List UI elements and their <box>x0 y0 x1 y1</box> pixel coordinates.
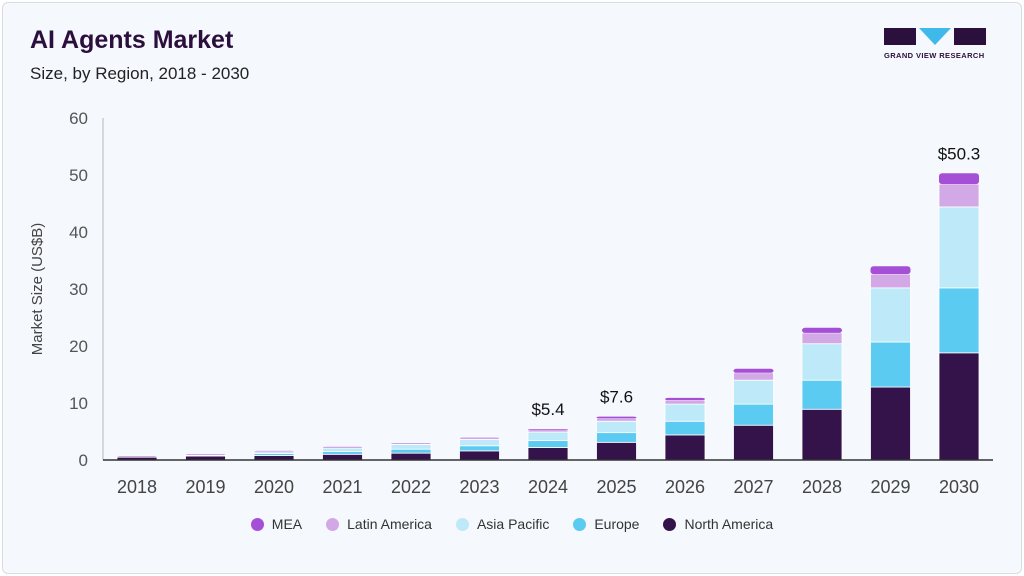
bar-segment-north-america <box>390 452 432 461</box>
legend-label: MEA <box>271 516 303 532</box>
bar-segment-europe <box>870 341 911 388</box>
legend-swatch <box>663 517 677 531</box>
y-tick-label: 0 <box>79 451 88 470</box>
x-tick-label: 2028 <box>802 477 842 497</box>
bar-segment-asia-pacific <box>390 444 432 450</box>
bar-segment-north-america <box>596 441 637 461</box>
bar-segment-north-america <box>801 408 843 461</box>
bar-segment-mea <box>391 443 431 444</box>
legend-label: Asia Pacific <box>476 516 550 532</box>
legend-label: North America <box>684 516 774 532</box>
bar-segment-mea <box>528 429 568 431</box>
x-tick-label: 2018 <box>117 477 157 497</box>
bar-segment-asia-pacific <box>664 403 706 422</box>
bar-segment-latin-america <box>527 429 569 433</box>
bar-segment-mea <box>665 397 705 401</box>
bar-segment-asia-pacific <box>870 287 911 343</box>
logo-text: GRAND VIEW RESEARCH <box>884 51 985 60</box>
legend-item: Europe <box>573 516 639 532</box>
bar-segment-mea <box>185 454 226 455</box>
legend-item: North America <box>663 516 773 532</box>
bar-segment-latin-america <box>459 437 500 440</box>
bar-segment-asia-pacific <box>527 431 569 442</box>
legend-item: MEA <box>250 516 303 532</box>
bar-segment-asia-pacific <box>596 420 637 434</box>
bar-segment-north-america <box>733 424 774 461</box>
bar-segment-europe <box>801 379 843 410</box>
x-tick-label: 2019 <box>185 477 225 497</box>
bar-segment-europe <box>527 440 569 448</box>
bar-segment-north-america <box>459 450 500 461</box>
chart-title: AI Agents Market <box>30 26 234 54</box>
bar-segment-europe <box>390 448 432 454</box>
x-tick-label: 2020 <box>254 477 294 497</box>
bar-segment-mea <box>459 437 500 439</box>
y-axis-label: Market Size (US$B) <box>29 223 46 356</box>
x-tick-label: 2024 <box>528 477 568 497</box>
y-tick-label: 30 <box>69 280 88 299</box>
bar-segment-north-america <box>938 352 980 461</box>
bar-segment-europe <box>733 403 774 426</box>
legend-item: Asia Pacific <box>455 516 550 532</box>
bar-segment-north-america <box>322 453 363 461</box>
x-tick-label: 2025 <box>596 477 636 497</box>
bar-segment-latin-america <box>322 447 363 449</box>
bar-segment-asia-pacific <box>938 206 980 289</box>
legend-swatch <box>326 517 340 531</box>
bar-segment-mea <box>322 446 363 448</box>
legend-item: Latin America <box>326 516 432 532</box>
y-tick-label: 40 <box>69 223 88 242</box>
grand-view-research-logo <box>884 28 986 45</box>
y-tick-label: 50 <box>69 166 88 185</box>
legend-label: Europe <box>594 516 640 532</box>
bar-segment-latin-america <box>801 332 843 345</box>
bar-segment-mea <box>802 327 842 333</box>
bar-segment-asia-pacific <box>459 439 500 447</box>
x-tick-label: 2022 <box>391 477 431 497</box>
bar-segment-north-america <box>870 386 911 461</box>
y-tick-label: 20 <box>69 337 88 356</box>
legend-swatch <box>573 517 587 531</box>
x-tick-label: 2023 <box>459 477 499 497</box>
bar-segment-mea <box>254 450 294 452</box>
bar-segment-asia-pacific <box>801 343 843 381</box>
bar-segment-asia-pacific <box>322 447 363 452</box>
x-tick-label: 2030 <box>939 477 979 497</box>
bar-segment-north-america <box>527 447 569 461</box>
bar-segment-latin-america <box>664 399 706 405</box>
legend-label: Latin America <box>347 516 432 532</box>
data-label: $5.4 <box>531 400 564 419</box>
x-tick-label: 2026 <box>665 477 705 497</box>
bar-segment-europe <box>322 451 363 455</box>
chart-subtitle: Size, by Region, 2018 - 2030 <box>30 64 250 83</box>
bar-segment-asia-pacific <box>733 379 774 405</box>
bar-segment-mea <box>870 266 911 275</box>
legend-swatch <box>250 517 264 531</box>
legend-swatch <box>455 517 469 531</box>
bar-segment-latin-america <box>733 372 774 381</box>
bar-segment-europe <box>459 445 500 452</box>
x-tick-label: 2021 <box>322 477 362 497</box>
bar-segment-mea <box>733 368 774 373</box>
bar-segment-latin-america <box>596 417 637 422</box>
data-label: $7.6 <box>600 388 633 407</box>
bar-segment-mea <box>596 416 637 419</box>
x-tick-label: 2027 <box>733 477 773 497</box>
x-tick-label: 2029 <box>870 477 910 497</box>
bar-segment-latin-america <box>870 273 911 289</box>
bar-segment-europe <box>664 420 706 436</box>
y-tick-label: 60 <box>69 109 88 128</box>
bar-segment-latin-america <box>938 183 980 208</box>
legend: MEA Latin America Asia Pacific Europe North … <box>0 516 1024 532</box>
bar-segment-europe <box>938 287 980 354</box>
bar-segment-mea <box>939 173 979 185</box>
bar-segment-north-america <box>664 434 706 461</box>
bar-segment-mea <box>117 456 157 457</box>
y-tick-label: 10 <box>69 394 88 413</box>
bar-segment-europe <box>596 432 637 443</box>
data-label: $50.3 <box>938 144 981 163</box>
